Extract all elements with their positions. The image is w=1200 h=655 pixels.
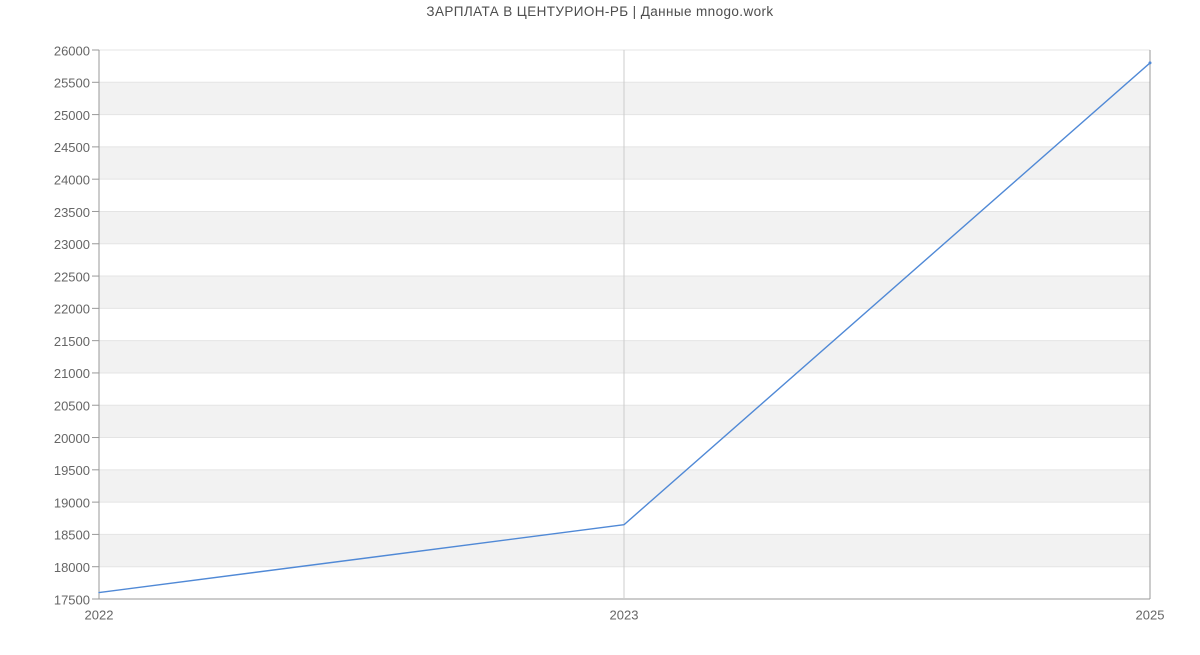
svg-text:24000: 24000 <box>54 172 90 187</box>
svg-text:2022: 2022 <box>85 608 114 623</box>
svg-text:20500: 20500 <box>54 399 90 414</box>
svg-text:25000: 25000 <box>54 108 90 123</box>
svg-text:22500: 22500 <box>54 269 90 284</box>
svg-text:19500: 19500 <box>54 463 90 478</box>
svg-text:17500: 17500 <box>54 592 90 607</box>
svg-text:24500: 24500 <box>54 140 90 155</box>
svg-text:23000: 23000 <box>54 237 90 252</box>
svg-text:2023: 2023 <box>610 608 639 623</box>
svg-text:25500: 25500 <box>54 76 90 91</box>
svg-text:18000: 18000 <box>54 560 90 575</box>
svg-text:21500: 21500 <box>54 334 90 349</box>
svg-text:23500: 23500 <box>54 205 90 220</box>
svg-text:21000: 21000 <box>54 366 90 381</box>
svg-text:2025: 2025 <box>1136 608 1165 623</box>
svg-text:19000: 19000 <box>54 495 90 510</box>
svg-text:18500: 18500 <box>54 528 90 543</box>
svg-text:22000: 22000 <box>54 302 90 317</box>
svg-text:26000: 26000 <box>54 43 90 58</box>
svg-text:20000: 20000 <box>54 431 90 446</box>
